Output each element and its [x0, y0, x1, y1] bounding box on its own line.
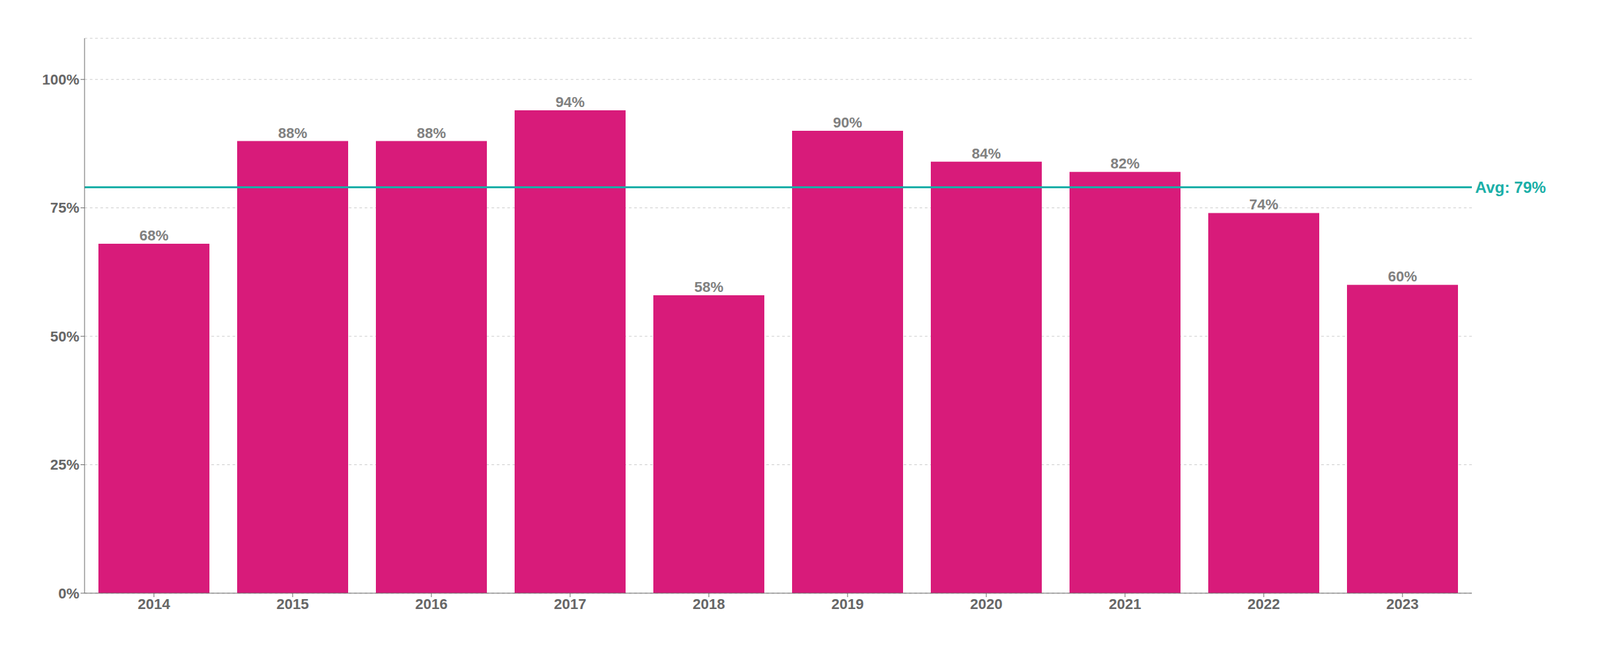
svg-text:2022: 2022: [1247, 595, 1281, 613]
svg-text:88%: 88%: [278, 124, 308, 142]
svg-text:60%: 60%: [1387, 268, 1418, 285]
svg-text:94%: 94%: [555, 93, 585, 111]
svg-text:2021: 2021: [1109, 595, 1142, 613]
svg-text:2014: 2014: [138, 595, 172, 613]
svg-text:58%: 58%: [694, 278, 724, 296]
svg-text:25%: 25%: [50, 456, 80, 473]
svg-text:50%: 50%: [50, 328, 80, 345]
svg-text:2019: 2019: [831, 595, 865, 613]
svg-text:90%: 90%: [833, 114, 863, 131]
svg-text:88%: 88%: [416, 124, 446, 142]
svg-text:100%: 100%: [42, 71, 80, 88]
svg-text:2015: 2015: [276, 595, 310, 613]
svg-text:68%: 68%: [139, 227, 169, 244]
svg-text:2017: 2017: [554, 595, 587, 613]
svg-text:2020: 2020: [970, 595, 1003, 613]
svg-text:2016: 2016: [415, 595, 448, 613]
svg-text:2018: 2018: [692, 595, 726, 613]
svg-text:82%: 82%: [1110, 155, 1140, 172]
svg-text:75%: 75%: [50, 199, 80, 217]
svg-text:2023: 2023: [1386, 595, 1419, 613]
svg-text:74%: 74%: [1249, 196, 1279, 213]
svg-text:Avg: 79%: Avg: 79%: [1475, 178, 1546, 197]
svg-text:0%: 0%: [58, 585, 80, 602]
svg-text:84%: 84%: [971, 145, 1001, 162]
